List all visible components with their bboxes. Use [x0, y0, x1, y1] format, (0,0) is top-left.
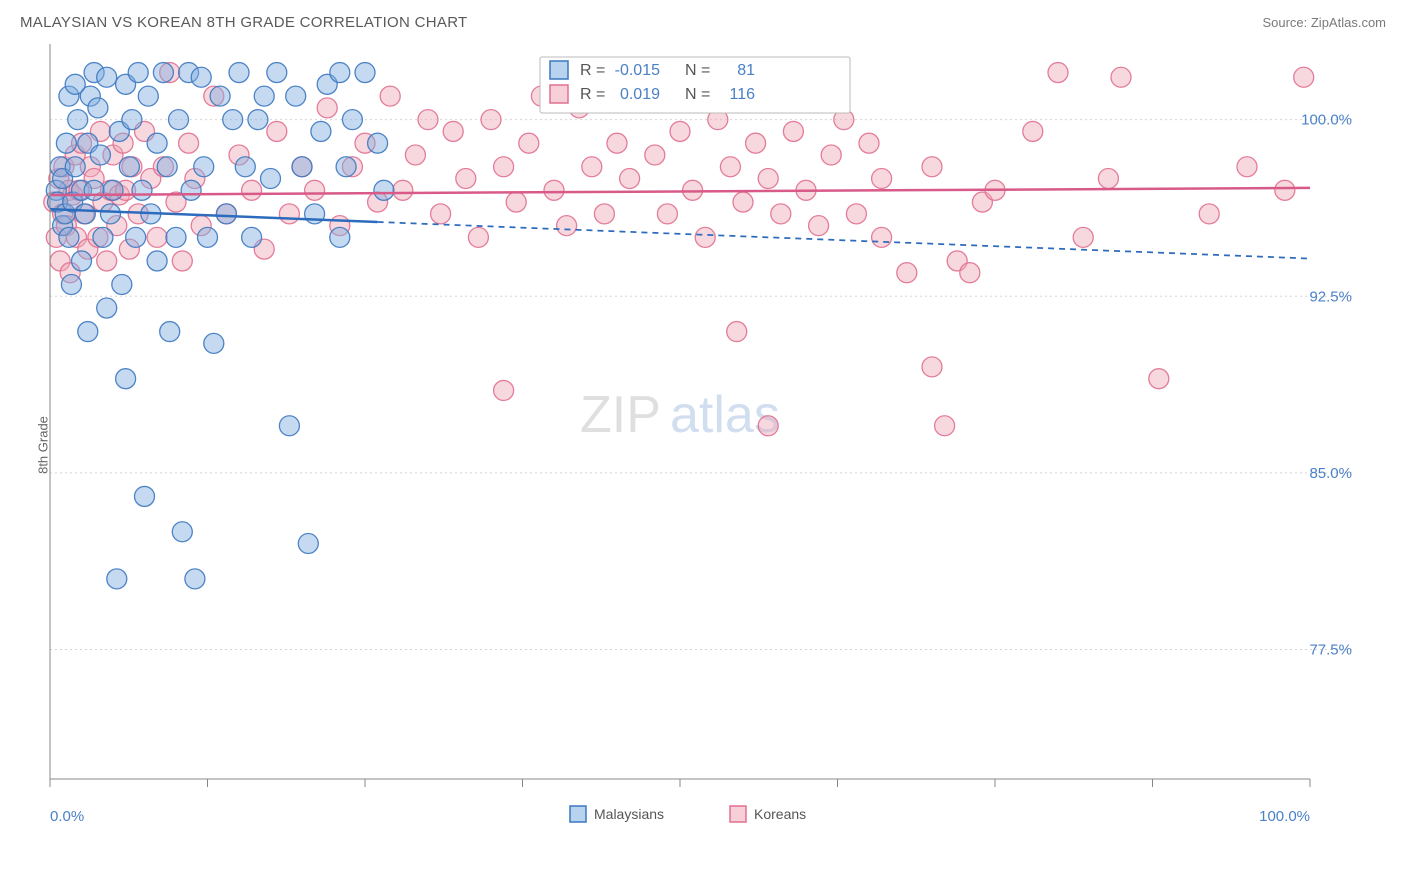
watermark: atlas — [670, 386, 780, 444]
legend-swatch — [570, 806, 586, 822]
legend-stat-n-val: 116 — [729, 86, 755, 103]
y-tick-label: 77.5% — [1309, 641, 1352, 658]
correlation-scatter-chart: ZIPatlas 0.0% 100.0% 77.5% 85.0% 92.5% 100.0% R… — [20, 39, 1360, 864]
legend-swatch — [550, 61, 568, 79]
y-tick-label: 85.0% — [1309, 465, 1352, 482]
legend-swatch — [730, 806, 746, 822]
y-axis-label: 8th Grade — [35, 416, 50, 474]
legend-stat-n-val: 81 — [737, 62, 755, 79]
legend-stat-r-val: -0.015 — [615, 62, 660, 79]
trend-malaysians — [50, 209, 378, 222]
series-legend: Malaysians Koreans — [570, 806, 806, 822]
y-tick-label: 92.5% — [1309, 288, 1352, 305]
legend-stat-n: N = — [685, 86, 710, 103]
x-tick-label: 0.0% — [50, 808, 84, 825]
legend-stat-r: R = — [580, 62, 605, 79]
legend-stat-n: N = — [685, 62, 710, 79]
legend-stat-r-val: 0.019 — [620, 86, 660, 103]
chart-container: 8th Grade ZIPatlas 0.0% 100.0% 77.5% 85.0% 92… — [20, 39, 1386, 851]
source-credit: Source: ZipAtlas.com — [1262, 15, 1386, 30]
trend-malaysians-extrapolated — [378, 222, 1310, 259]
trend-koreans — [50, 188, 1310, 195]
legend-stat-r: R = — [580, 86, 605, 103]
legend-series-label: Koreans — [754, 806, 806, 822]
legend-swatch — [550, 85, 568, 103]
watermark: ZIP — [580, 386, 661, 444]
x-tick-label: 100.0% — [1259, 808, 1310, 825]
y-tick-label: 100.0% — [1301, 112, 1352, 129]
chart-title: MALAYSIAN VS KOREAN 8TH GRADE CORRELATIO… — [20, 14, 468, 31]
legend-series-label: Malaysians — [594, 806, 664, 822]
